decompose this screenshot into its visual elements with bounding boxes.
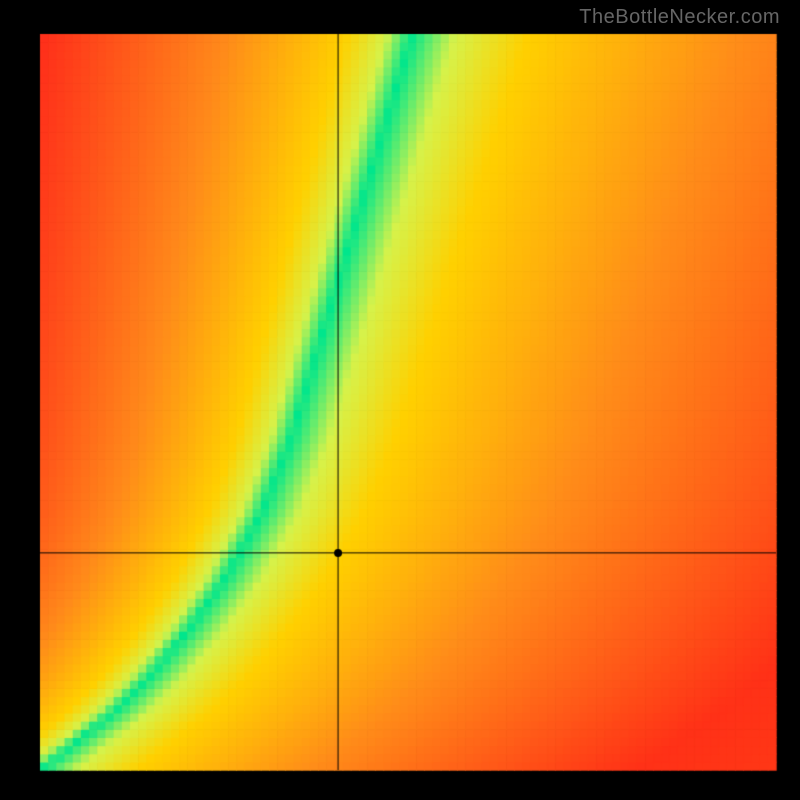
chart-container: { "watermark": "TheBottleNecker.com", "c… — [0, 0, 800, 800]
bottleneck-heatmap — [0, 0, 800, 800]
watermark-text: TheBottleNecker.com — [579, 6, 780, 29]
